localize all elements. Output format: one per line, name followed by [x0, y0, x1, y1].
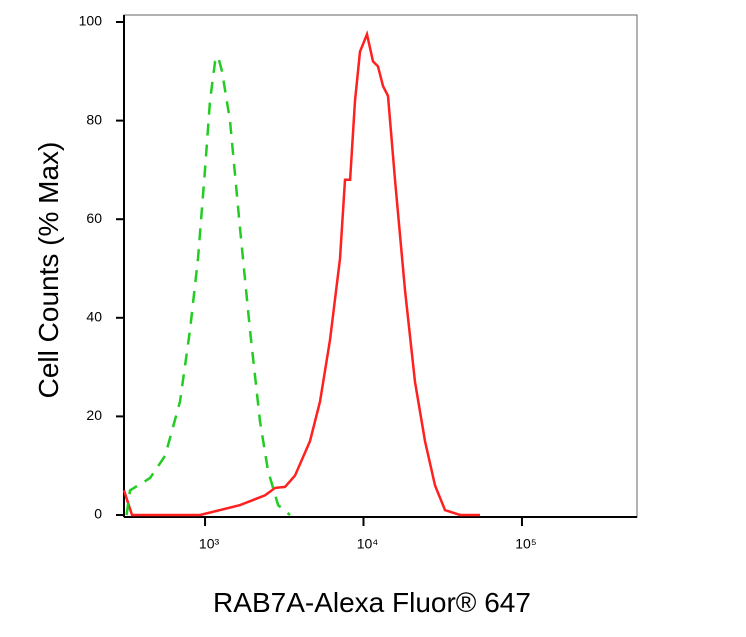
y-tick-label: 100: [79, 13, 103, 29]
y-tick-label: 60: [86, 210, 102, 226]
y-tick-label: 20: [86, 407, 102, 423]
x-tick-label: 10⁴: [357, 536, 379, 552]
y-axis-title: Cell Counts (% Max): [33, 142, 64, 399]
y-tick-label: 0: [94, 506, 102, 522]
y-tick-label: 80: [86, 111, 102, 127]
x-tick-label: 10⁵: [515, 536, 536, 552]
plot-frame: [123, 14, 638, 518]
x-axis-title: RAB7A-Alexa Fluor® 647: [213, 587, 531, 618]
x-tick-label: 10³: [199, 536, 220, 552]
series-line: [122, 30, 480, 517]
y-tick-label: 40: [86, 309, 102, 325]
series-line: [125, 53, 291, 516]
